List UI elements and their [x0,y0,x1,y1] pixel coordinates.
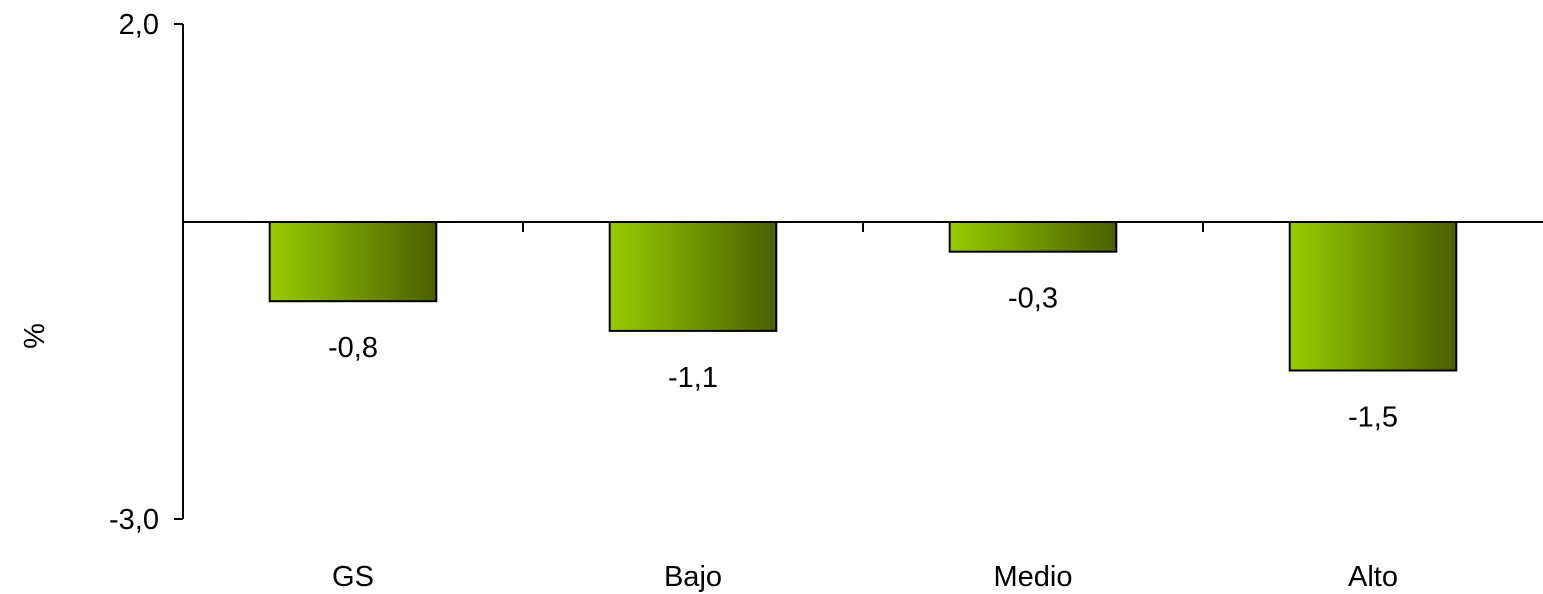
data-label: -1,1 [668,362,718,394]
y-tick-label: 2,0 [119,9,159,41]
x-tick-label: Alto [1348,561,1398,593]
bar [268,221,438,303]
x-tick-label: Medio [994,561,1073,593]
x-tick-label: GS [332,561,374,593]
bar [948,221,1118,253]
x-tick-label: Bajo [664,561,722,593]
y-tick-label: -3,0 [109,504,159,536]
bar [608,221,778,332]
data-label: -0,8 [328,332,378,364]
data-label: -0,3 [1008,283,1058,315]
bar [1288,221,1458,372]
y-axis-label: % [19,323,51,349]
data-label: -1,5 [1348,402,1398,434]
plot-area: 2,0 -3,0 -0,8 GS -1,1 Bajo -0,3 Medio -1,5 Alto [109,9,1543,593]
